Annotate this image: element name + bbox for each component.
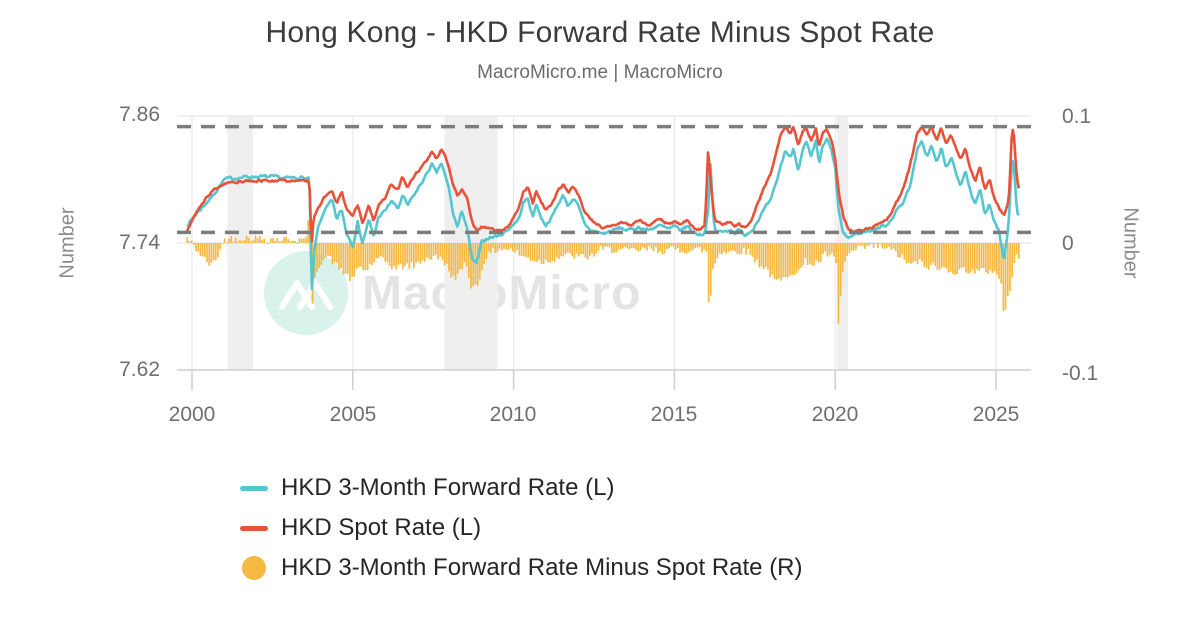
spot-rate-line bbox=[185, 125, 1021, 243]
legend-label: HKD 3-Month Forward Rate (L) bbox=[281, 474, 615, 501]
forward-rate-line-swatch-icon bbox=[240, 485, 268, 491]
forward-minus-spot-bars bbox=[186, 190, 1020, 324]
x-axis-tick-2005: 2005 bbox=[329, 403, 377, 426]
legend-label: HKD 3-Month Forward Rate Minus Spot Rate… bbox=[281, 554, 803, 581]
left-axis-tick-7.62: 7.62 bbox=[119, 358, 160, 381]
chart-title: Hong Kong - HKD Forward Rate Minus Spot … bbox=[265, 16, 935, 49]
chart-subtitle: MacroMicro.me | MacroMicro bbox=[477, 62, 723, 83]
legend: HKD 3-Month Forward Rate (L) HKD Spot Ra… bbox=[240, 468, 803, 588]
right-axis-tick-neg0.1: -0.1 bbox=[1062, 362, 1099, 385]
x-axis-tick-2020: 2020 bbox=[811, 403, 859, 426]
left-axis-title: Number bbox=[56, 207, 79, 279]
forward-minus-spot-circle-swatch-icon bbox=[242, 556, 266, 580]
left-axis-tick-7.86: 7.86 bbox=[119, 103, 160, 126]
x-axis-tick-2010: 2010 bbox=[489, 403, 537, 426]
legend-item-spot-rate[interactable]: HKD Spot Rate (L) bbox=[240, 508, 803, 548]
right-axis-tick-0: 0 bbox=[1062, 232, 1074, 255]
x-axis-tick-2025: 2025 bbox=[972, 403, 1020, 426]
right-axis-title: Number bbox=[1119, 207, 1142, 279]
right-axis-tick-0.1: 0.1 bbox=[1062, 105, 1092, 128]
legend-item-forward-minus-spot[interactable]: HKD 3-Month Forward Rate Minus Spot Rate… bbox=[240, 548, 803, 588]
legend-item-forward-rate[interactable]: HKD 3-Month Forward Rate (L) bbox=[240, 468, 803, 508]
x-axis-tick-2000: 2000 bbox=[168, 403, 216, 426]
x-axis-tick-2015: 2015 bbox=[650, 403, 698, 426]
legend-label: HKD Spot Rate (L) bbox=[281, 514, 482, 541]
left-axis-tick-7.74: 7.74 bbox=[119, 231, 160, 254]
forward-rate-line bbox=[186, 137, 1020, 291]
spot-rate-line-swatch-icon bbox=[240, 525, 268, 531]
